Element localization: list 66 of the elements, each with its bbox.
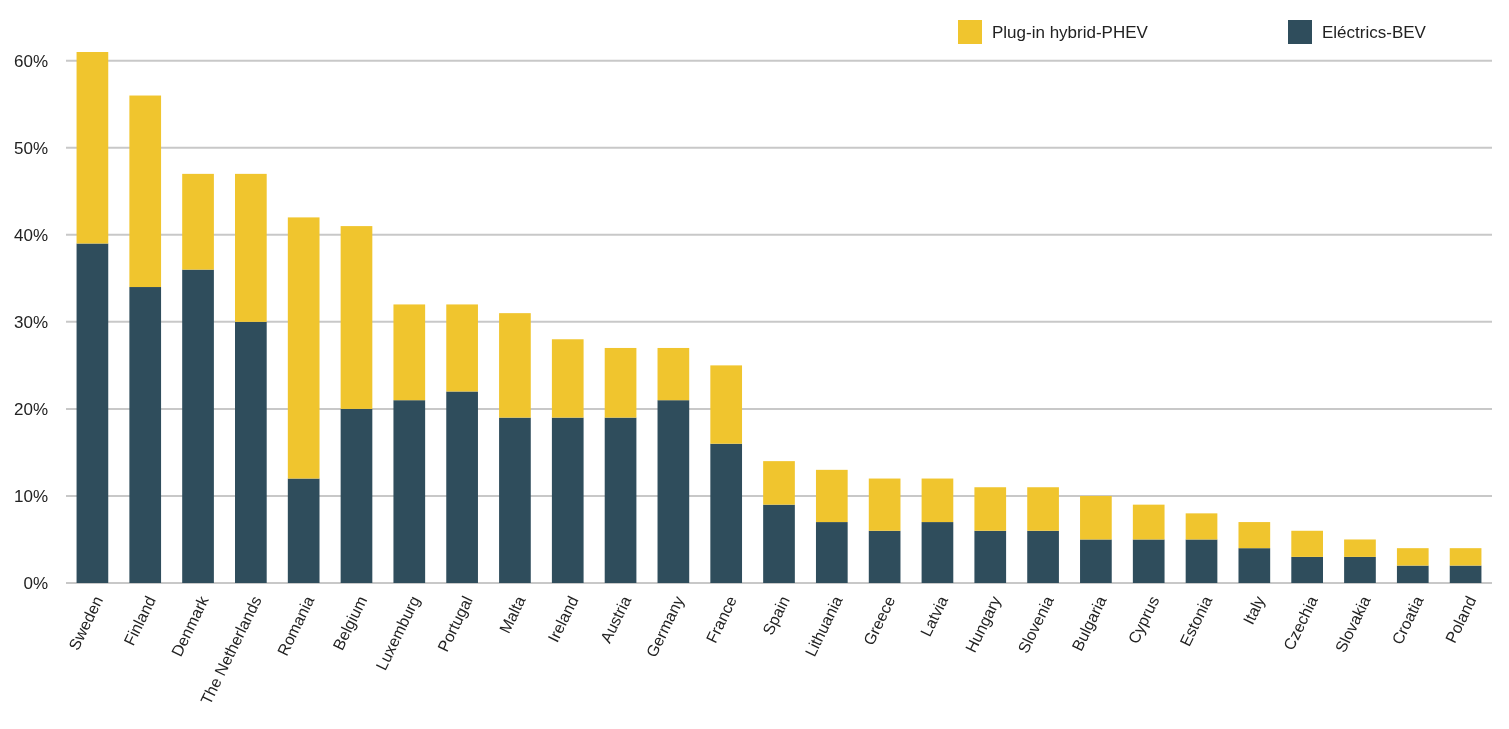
bar: [1449, 548, 1482, 566]
bar: [1344, 539, 1376, 557]
bar: [76, 52, 109, 244]
y-tick-label: 60%: [13, 51, 48, 71]
bar: [868, 530, 901, 583]
bar: [1132, 539, 1165, 583]
bar: [763, 461, 795, 505]
y-tick-label: 40%: [13, 225, 48, 245]
bar: [1238, 548, 1271, 583]
x-tick-label: Italy: [1239, 593, 1269, 628]
bar: [340, 408, 373, 583]
bar: [1185, 513, 1218, 540]
bar: [129, 95, 162, 288]
y-tick-label: 50%: [13, 138, 48, 158]
legend-label: Eléctrics-BEV: [1322, 22, 1427, 42]
bar: [76, 243, 109, 583]
bar: [499, 313, 531, 418]
bar: [182, 269, 214, 583]
bar: [182, 173, 214, 270]
bar: [974, 530, 1007, 583]
bar: [604, 417, 637, 583]
bar: [1080, 495, 1112, 540]
bar: [921, 522, 954, 583]
bar: [393, 400, 426, 583]
y-tick-label: 0%: [23, 573, 48, 593]
bar: [815, 469, 848, 523]
bar: [710, 443, 743, 583]
bar: [393, 304, 426, 401]
bar: [921, 478, 954, 523]
bar: [235, 173, 267, 322]
bar: [868, 478, 901, 531]
bar: [499, 417, 531, 583]
bar: [1185, 539, 1218, 583]
y-tick-label: 10%: [13, 486, 48, 506]
bar: [1027, 530, 1059, 583]
bar: [1132, 504, 1165, 540]
x-tick-label: Spain: [759, 593, 793, 638]
bar: [604, 347, 637, 418]
bar: [657, 347, 690, 401]
bar: [340, 226, 373, 409]
bar: [657, 400, 690, 583]
bar: [129, 287, 162, 583]
bar: [1291, 530, 1323, 557]
bar: [1344, 556, 1376, 583]
legend-label: Plug-in hybrid-PHEV: [992, 22, 1149, 42]
bar: [1027, 487, 1059, 531]
bar: [710, 365, 743, 444]
bar: [1238, 522, 1271, 549]
bar: [1449, 565, 1482, 583]
bar: [1396, 548, 1429, 566]
bar: [446, 391, 478, 583]
y-tick-label: 20%: [13, 399, 48, 419]
bar: [763, 504, 795, 583]
y-tick-label: 30%: [13, 312, 48, 332]
bar: [1396, 565, 1429, 583]
bar: [446, 304, 478, 392]
x-tick-label: Malta: [496, 593, 529, 636]
bar: [974, 487, 1007, 531]
bar: [235, 321, 267, 583]
bar: [287, 217, 320, 479]
bar: [551, 417, 584, 583]
bar: [287, 478, 320, 583]
bar: [815, 522, 848, 583]
bar: [1080, 539, 1112, 583]
bar: [1291, 556, 1323, 583]
bar: [551, 339, 584, 418]
